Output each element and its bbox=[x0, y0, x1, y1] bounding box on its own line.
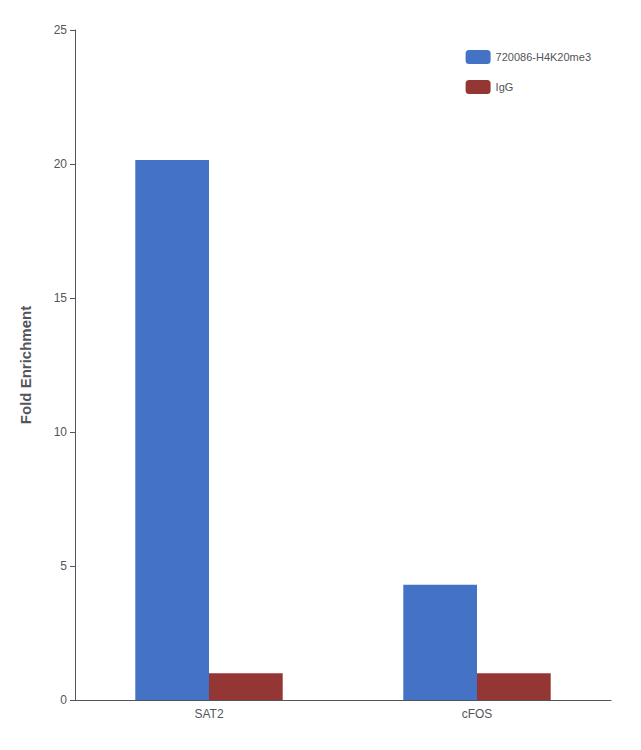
svg-text:5: 5 bbox=[60, 559, 67, 573]
svg-text:cFOS: cFOS bbox=[462, 707, 493, 721]
svg-text:IgG: IgG bbox=[496, 81, 514, 93]
svg-text:SAT2: SAT2 bbox=[194, 707, 223, 721]
svg-text:0: 0 bbox=[60, 693, 67, 707]
svg-text:10: 10 bbox=[54, 425, 68, 439]
svg-text:15: 15 bbox=[54, 291, 68, 305]
svg-text:720086-H4K20me3: 720086-H4K20me3 bbox=[496, 51, 591, 63]
svg-text:25: 25 bbox=[54, 23, 68, 37]
svg-text:20: 20 bbox=[54, 157, 68, 171]
svg-text:Fold Enrichment: Fold Enrichment bbox=[17, 306, 34, 424]
